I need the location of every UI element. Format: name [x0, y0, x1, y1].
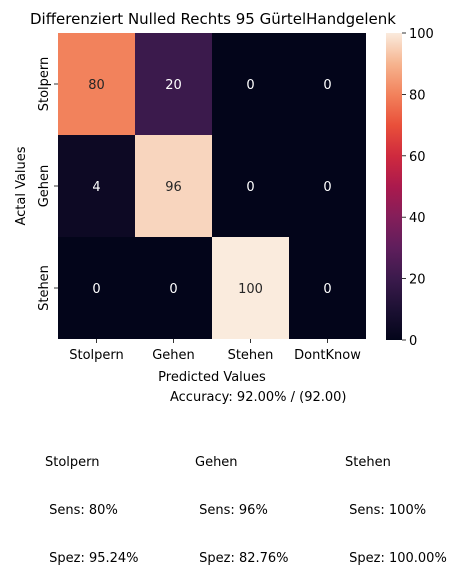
- cell-value-label: 96: [165, 180, 182, 195]
- heatmap-cell: [135, 33, 212, 135]
- colorbar-tick-label: 60: [409, 150, 426, 165]
- colorbar: [386, 33, 402, 340]
- heatmap-cells: [58, 33, 366, 339]
- cell-value-label: 0: [323, 282, 331, 297]
- heatmap-cell: [212, 33, 289, 135]
- heatmap-cell: [135, 135, 212, 237]
- y-tick-label: Stehen: [37, 265, 52, 311]
- y-tick-label: Gehen: [37, 165, 52, 208]
- accuracy-text: Accuracy: 92.00% / (92.00): [170, 390, 347, 405]
- metric-stehen: Stehen Sens: 100% Spez: 100.00%: [345, 423, 447, 583]
- heatmap-cell: [58, 33, 135, 135]
- metric-name: Gehen: [195, 455, 238, 470]
- cell-value-label: 0: [246, 78, 254, 93]
- heatmap-cell: [58, 237, 135, 339]
- heatmap-cell: [135, 237, 212, 339]
- x-tick-label: DontKnow: [294, 348, 361, 363]
- heatmap-cell: [289, 33, 366, 135]
- metric-sens: Sens: 100%: [345, 503, 427, 518]
- colorbar-ticks: 0 20 40 60 80 100: [402, 27, 434, 349]
- cell-value-label: 80: [88, 78, 105, 93]
- colorbar-tick-label: 0: [409, 334, 417, 349]
- heatmap-cell: [289, 135, 366, 237]
- y-axis: Stolpern Gehen Stehen: [37, 57, 58, 311]
- y-tick-label: Stolpern: [37, 57, 52, 112]
- x-axis: Stolpern Gehen Stehen DontKnow: [69, 339, 361, 363]
- chart-title: Differenziert Nulled Rechts 95 GürtelHan…: [30, 10, 396, 28]
- cell-value-label: 0: [323, 180, 331, 195]
- heatmap-cell: [212, 135, 289, 237]
- cell-value-label: 20: [165, 78, 182, 93]
- metric-sens: Sens: 96%: [195, 503, 268, 518]
- cell-value-label: 0: [92, 282, 100, 297]
- x-tick-label: Gehen: [152, 348, 195, 363]
- cell-value-label: 100: [238, 282, 263, 297]
- confusion-matrix-chart: Differenziert Nulled Rechts 95 GürtelHan…: [14, 10, 434, 385]
- heatmap-cell-labels: 80 20 0 0 4 96 0 0 0 0 100 0: [88, 78, 331, 297]
- heatmap-cell: [58, 135, 135, 237]
- heatmap-cell: [212, 237, 289, 339]
- metric-spez: Spez: 82.76%: [195, 551, 289, 566]
- metric-stolpern: Stolpern Sens: 80% Spez: 95.24%: [45, 423, 139, 583]
- cell-value-label: 0: [169, 282, 177, 297]
- x-tick-label: Stehen: [228, 348, 274, 363]
- x-tick-label: Stolpern: [69, 348, 124, 363]
- y-axis-label: Actal Values: [14, 146, 29, 225]
- metric-gehen: Gehen Sens: 96% Spez: 82.76%: [195, 423, 289, 583]
- metric-sens: Sens: 80%: [45, 503, 118, 518]
- metric-name: Stehen: [345, 455, 391, 470]
- x-axis-label: Predicted Values: [158, 370, 266, 385]
- metric-name: Stolpern: [45, 455, 100, 470]
- cell-value-label: 4: [92, 180, 100, 195]
- colorbar-tick-label: 100: [409, 27, 434, 42]
- cell-value-label: 0: [246, 180, 254, 195]
- heatmap-cell: [289, 237, 366, 339]
- colorbar-tick-label: 80: [409, 88, 426, 103]
- cell-value-label: 0: [323, 78, 331, 93]
- metric-spez: Spez: 100.00%: [345, 551, 447, 566]
- colorbar-tick-label: 40: [409, 211, 426, 226]
- metric-spez: Spez: 95.24%: [45, 551, 139, 566]
- colorbar-tick-label: 20: [409, 273, 426, 288]
